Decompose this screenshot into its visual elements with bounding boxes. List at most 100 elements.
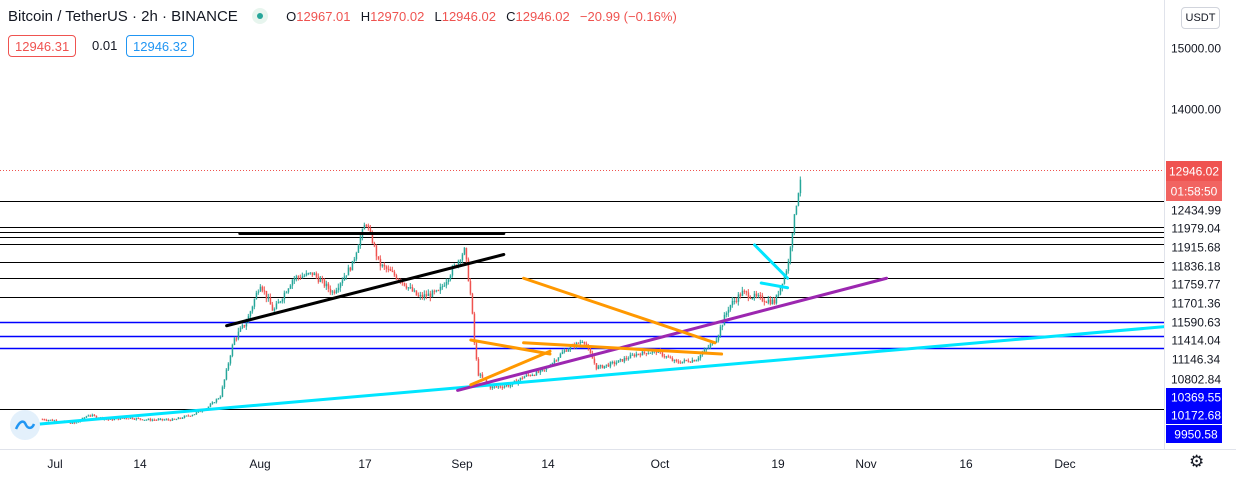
candle-body — [43, 419, 46, 421]
candle-body — [235, 338, 238, 340]
currency-button[interactable]: USDT — [1181, 7, 1220, 29]
candle-body — [407, 287, 410, 289]
candle-body — [151, 419, 154, 421]
market-status-icon[interactable] — [251, 8, 268, 24]
candle-body — [117, 418, 120, 420]
candle-body — [579, 342, 582, 344]
candle-body — [95, 415, 98, 418]
candle-body — [159, 418, 162, 420]
candle-body — [641, 351, 644, 356]
candle-body — [389, 269, 392, 271]
candle-body — [335, 290, 338, 293]
candle-body — [747, 292, 750, 299]
candle-body — [719, 326, 722, 336]
candle-body — [123, 418, 126, 420]
candle-body — [187, 415, 190, 417]
trendline — [522, 341, 724, 356]
tradingview-logo[interactable] — [10, 410, 40, 440]
candle-body — [323, 279, 326, 287]
candle-body — [497, 386, 500, 388]
candle-body — [163, 419, 166, 421]
candle-body — [509, 385, 512, 387]
candle-body — [475, 343, 478, 359]
price-axis-label: 11414.04 — [1171, 334, 1220, 348]
candle-body — [725, 312, 728, 315]
candle-body — [525, 374, 528, 377]
candle-body — [417, 295, 420, 297]
candle-body — [461, 254, 464, 261]
buy-price-button[interactable]: 12946.32 — [126, 35, 195, 57]
candle-body — [665, 356, 668, 358]
candle-body — [381, 264, 384, 267]
price-axis-label-bg — [1166, 406, 1222, 424]
candle-body — [225, 369, 228, 380]
candle-body — [367, 225, 370, 229]
candle-body — [265, 290, 268, 299]
candle-body — [271, 304, 274, 311]
candle-body — [707, 347, 710, 349]
candle-body — [415, 290, 418, 296]
candle-body — [763, 301, 766, 303]
candle-body — [153, 419, 156, 421]
candle-body — [329, 288, 332, 293]
candle-body — [429, 293, 432, 298]
candle-body — [239, 328, 242, 332]
candle-body — [83, 417, 86, 419]
candle-body — [789, 247, 792, 262]
candle-body — [273, 308, 276, 311]
candle-body — [493, 386, 496, 388]
candle-body — [231, 344, 234, 356]
candle-body — [675, 359, 678, 362]
candle-body — [331, 291, 334, 293]
candle-body — [465, 247, 468, 260]
candle-body — [709, 344, 712, 348]
symbol-title[interactable]: Bitcoin / TetherUS · 2h · BINANCE — [8, 8, 238, 25]
candle-body — [607, 364, 610, 367]
candle-body — [223, 379, 226, 388]
candle-body — [679, 362, 682, 364]
candle-body — [261, 286, 264, 291]
candle-body — [173, 418, 176, 420]
candle-body — [649, 352, 652, 354]
candle-body — [73, 422, 76, 424]
candle-body — [285, 292, 288, 294]
trendline — [27, 318, 1236, 427]
candle-body — [53, 420, 56, 422]
sell-price-button[interactable]: 12946.31 — [8, 35, 77, 57]
time-axis-label: Aug — [249, 457, 270, 471]
candle-body — [505, 384, 508, 387]
candle-body — [113, 418, 116, 421]
price-axis-label: 10172.68 — [1171, 409, 1221, 423]
candle-body — [229, 355, 232, 364]
candle-body — [507, 384, 510, 387]
candle-body — [761, 295, 764, 302]
candle-body — [553, 360, 556, 364]
candle-body — [633, 354, 636, 357]
candle-body — [737, 294, 740, 302]
candle-body — [617, 360, 620, 363]
candle-body — [393, 271, 396, 276]
candle-body — [421, 294, 424, 298]
candle-body — [411, 287, 414, 292]
candle-body — [317, 276, 320, 282]
price-axis-label-bg — [1166, 425, 1222, 443]
time-axis-label: Oct — [651, 457, 670, 471]
price-axis-label: 10369.55 — [1171, 391, 1221, 405]
candle-body — [129, 417, 132, 419]
candle-body — [441, 286, 444, 288]
candle-body — [473, 313, 476, 344]
candle-body — [207, 406, 210, 409]
candle-body — [157, 419, 160, 421]
candle-body — [141, 419, 144, 421]
settings-gear-icon[interactable]: ⚙ — [1189, 452, 1205, 471]
trendline — [469, 338, 552, 356]
candle-body — [443, 285, 446, 287]
candle-body — [631, 354, 634, 356]
candle-body — [353, 259, 356, 261]
candle-body — [375, 245, 378, 257]
candle-body — [319, 279, 322, 282]
candle-body — [605, 364, 608, 366]
candle-body — [445, 281, 448, 286]
time-axis-label: 14 — [541, 457, 555, 471]
